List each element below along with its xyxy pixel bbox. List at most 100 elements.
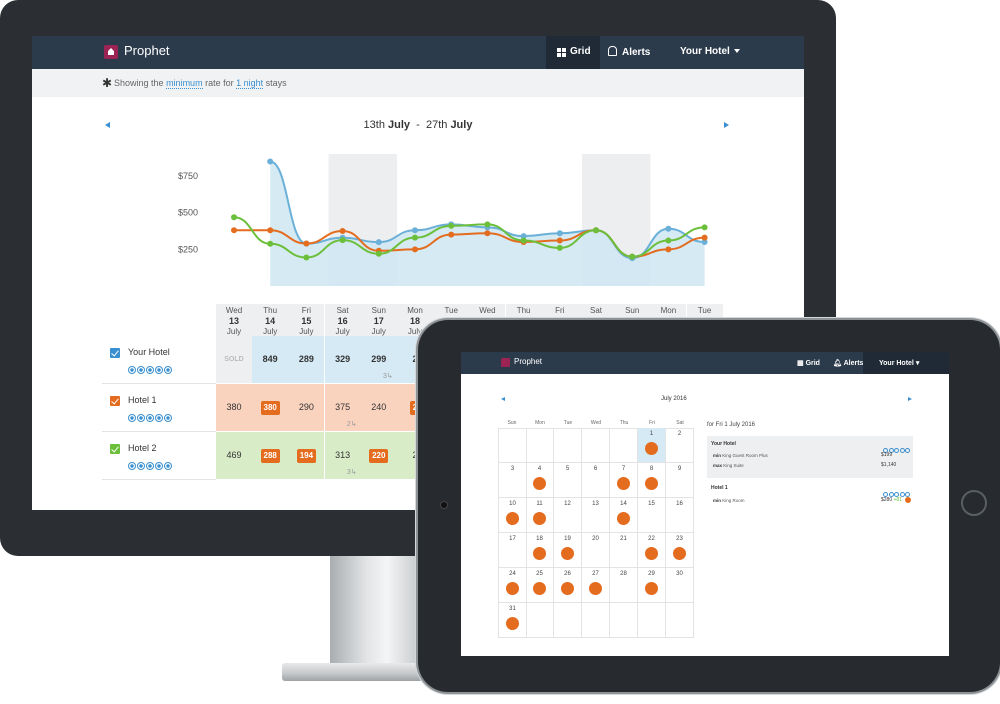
max-label: max: [713, 463, 723, 468]
hotel-row-label: Hotel 2: [102, 432, 216, 480]
rate-cell[interactable]: 194: [288, 432, 326, 480]
next-month-arrow-icon[interactable]: [908, 397, 912, 401]
brand-name[interactable]: Prophet: [124, 43, 170, 58]
rate-cell[interactable]: 469: [216, 432, 253, 480]
rate-cell[interactable]: 375 2↳: [324, 384, 362, 432]
prev-range-arrow-icon[interactable]: [105, 122, 110, 128]
rate-value: 380: [260, 401, 280, 415]
calendar-day[interactable]: 3: [498, 463, 527, 498]
calendar-day[interactable]: 28: [610, 568, 638, 603]
rate-cell[interactable]: 288: [252, 432, 290, 480]
hotel-selector-dropdown[interactable]: Your Hotel: [680, 46, 740, 57]
tablet-nav-alerts-tab[interactable]: 🔔︎ Alerts: [833, 360, 864, 367]
date-header-cell[interactable]: Sat 16 July: [324, 304, 362, 338]
range-start-month: July: [388, 119, 411, 131]
range-separator: -: [416, 119, 420, 131]
nav-alerts-tab[interactable]: Alerts: [608, 46, 650, 58]
calendar-day[interactable]: 13: [582, 498, 610, 533]
h1-min-price: $280: [881, 497, 893, 503]
rate-cell[interactable]: 289: [288, 336, 326, 384]
calendar-day[interactable]: 14: [610, 498, 638, 533]
hotel-visibility-checkbox[interactable]: [110, 348, 120, 358]
calendar-day[interactable]: 29: [638, 568, 666, 603]
calendar-day[interactable]: 8: [638, 463, 666, 498]
day-number: 6: [593, 466, 598, 472]
hotel-visibility-checkbox[interactable]: [110, 444, 120, 454]
rate-cell[interactable]: 329: [324, 336, 362, 384]
alert-marker: [506, 617, 519, 630]
calendar-day: [526, 603, 554, 638]
calendar-day[interactable]: 10: [498, 498, 527, 533]
rate-cell[interactable]: 290: [288, 384, 326, 432]
rate-cell[interactable]: 220: [360, 432, 398, 480]
calendar-day[interactable]: 25: [526, 568, 554, 603]
calendar-day[interactable]: 12: [554, 498, 582, 533]
home-button[interactable]: [961, 490, 987, 516]
calendar-day[interactable]: 6: [582, 463, 610, 498]
calendar-day[interactable]: 27: [582, 568, 610, 603]
calendar-day[interactable]: 11: [526, 498, 554, 533]
calendar-day[interactable]: 2: [666, 428, 694, 463]
calendar-day[interactable]: 17: [498, 533, 527, 568]
rate-value: 299: [371, 354, 387, 364]
stay-length-selector[interactable]: 1 night: [236, 78, 264, 89]
next-range-arrow-icon[interactable]: [724, 122, 729, 128]
hotel-visibility-checkbox[interactable]: [110, 396, 120, 406]
calendar-day[interactable]: 9: [666, 463, 694, 498]
rate-type-selector[interactable]: minimum: [166, 78, 203, 89]
month-label: July: [407, 327, 423, 336]
day-number: 15: [648, 501, 655, 507]
day-of-week: Wed: [225, 306, 243, 315]
calendar-day[interactable]: 5: [554, 463, 582, 498]
calendar-day[interactable]: 15: [638, 498, 666, 533]
date-header-cell[interactable]: Mon 18 July: [397, 304, 434, 338]
rate-cell[interactable]: 380: [216, 384, 253, 432]
date-header-cell[interactable]: Thu 14 July: [252, 304, 290, 338]
rate-cell[interactable]: 849: [252, 336, 290, 384]
calendar-day[interactable]: 22: [638, 533, 666, 568]
y-tick-label: $250: [178, 244, 198, 254]
hotel-name: Hotel 2: [128, 443, 157, 453]
calendar-day[interactable]: 31: [498, 603, 527, 638]
alert-marker: [506, 582, 519, 595]
nav-grid-tab[interactable]: Grid: [546, 36, 600, 69]
data-point: [629, 253, 636, 260]
rate-value: 849: [262, 354, 278, 364]
alert-marker: [533, 477, 546, 490]
alert-marker: [506, 512, 519, 525]
tablet-nav-grid-tab[interactable]: ▦ Grid: [797, 360, 820, 367]
day-number: 15: [301, 316, 312, 326]
rate-cell[interactable]: 299 3↳: [360, 336, 398, 384]
prev-month-arrow-icon[interactable]: [501, 397, 505, 401]
calendar-day[interactable]: 1: [638, 428, 666, 463]
date-header-cell[interactable]: Sun 17 July: [360, 304, 398, 338]
calendar-day[interactable]: 7: [610, 463, 638, 498]
calendar-day[interactable]: 18: [526, 533, 554, 568]
data-point: [701, 234, 708, 241]
calendar-day[interactable]: 24: [498, 568, 527, 603]
calendar-day[interactable]: 19: [554, 533, 582, 568]
rate-cell[interactable]: SOLD: [216, 336, 253, 384]
rate-value: 375: [335, 402, 351, 412]
tablet-brand-name[interactable]: Prophet: [514, 357, 543, 366]
rate-cell[interactable]: 240: [360, 384, 398, 432]
calendar-day[interactable]: 20: [582, 533, 610, 568]
tablet-hotel-selector-dropdown[interactable]: Your Hotel ▾: [879, 360, 920, 367]
data-point: [375, 239, 382, 246]
prophet-logo-icon: [501, 358, 510, 367]
rate-cell[interactable]: 380: [252, 384, 290, 432]
rate-value: 2: [412, 354, 418, 364]
data-point: [556, 237, 563, 244]
calendar-day[interactable]: 16: [666, 498, 694, 533]
day-number: 25: [536, 571, 543, 577]
calendar-day[interactable]: 4: [526, 463, 554, 498]
calendar-day[interactable]: 23: [666, 533, 694, 568]
calendar-day[interactable]: 30: [666, 568, 694, 603]
date-header-cell[interactable]: Fri 15 July: [288, 304, 326, 338]
day-number: 1: [649, 431, 654, 437]
rate-cell[interactable]: 313 3↳: [324, 432, 362, 480]
calendar-day[interactable]: 21: [610, 533, 638, 568]
date-header-cell[interactable]: Wed 13 July: [216, 304, 253, 338]
calendar-day[interactable]: 26: [554, 568, 582, 603]
data-point: [267, 240, 274, 247]
